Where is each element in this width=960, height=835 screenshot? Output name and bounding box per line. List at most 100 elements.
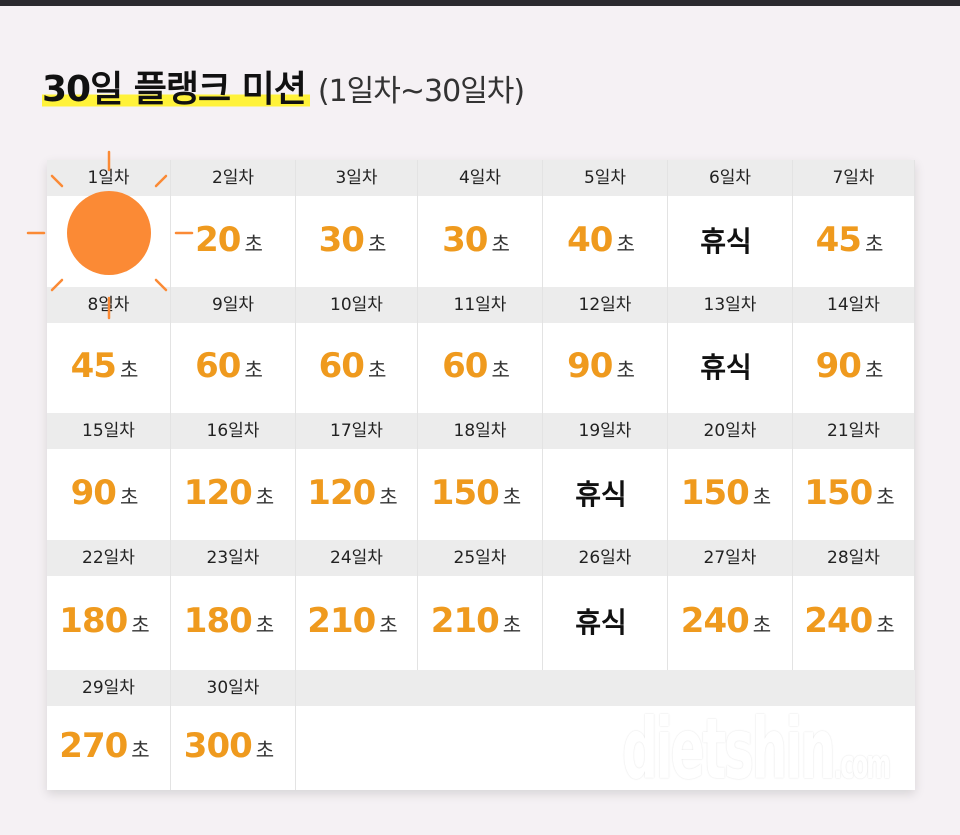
day-cell: 20일차 150 초: [668, 413, 793, 540]
day-cell: 13일차 휴식: [668, 287, 793, 413]
day-cell: 9일차 60 초: [171, 287, 296, 413]
seconds-value: 150: [804, 472, 873, 513]
title-sub: (1일차~30일차): [317, 74, 525, 109]
seconds-unit: 초: [255, 484, 275, 509]
day-label: 28일차: [827, 548, 880, 568]
seconds-unit: 초: [491, 358, 510, 382]
header-row: [47, 287, 915, 323]
day-label: 3일차: [335, 168, 378, 188]
day-cell: 15일차 90 초: [47, 413, 171, 540]
day-cell: 23일차 180 초: [171, 540, 296, 670]
seconds-value: 30: [442, 219, 488, 260]
seconds-value: 90: [567, 346, 613, 386]
day-label: 23일차: [206, 548, 260, 568]
day-label: 30일차: [206, 678, 260, 698]
day-cell: 7일차 45 초: [793, 160, 915, 287]
rest-label: 휴식: [700, 351, 752, 384]
seconds-value: 60: [442, 346, 488, 386]
day-cell: 22일차 180 초: [47, 540, 171, 670]
day-label: 11일차: [453, 295, 507, 315]
seconds-unit: 초: [864, 231, 884, 256]
seconds-value: 210: [430, 601, 500, 641]
day-label: 24일차: [330, 548, 383, 568]
day-value: 휴식: [668, 220, 784, 260]
empty-cell: [418, 670, 543, 790]
day-cell: 30일차 300 초: [171, 670, 296, 790]
plank-schedule-table: 1일차초2일차20초3일차30초4일차30초5일차40초6일차휴식7일차45초8…: [47, 160, 915, 790]
day-value: 90 초: [793, 346, 906, 386]
day-value: 120 초: [171, 473, 287, 513]
day-label: 1일차: [87, 168, 130, 188]
day-value: 270 초: [47, 726, 162, 766]
day-cell: 27일차 240 초: [668, 540, 793, 670]
day-label: 25일차: [453, 548, 507, 568]
watermark-text: dietshin: [622, 700, 836, 798]
day-label: 5일차: [583, 168, 627, 188]
day-value: 150 초: [793, 473, 906, 513]
day-value: 150 초: [668, 473, 784, 513]
seconds-value: 20: [195, 219, 241, 260]
day-label: 21일차: [827, 421, 880, 441]
seconds-unit: 초: [379, 613, 398, 637]
seconds-value: 40: [567, 219, 613, 260]
empty-cell: [296, 670, 418, 790]
seconds-value: 120: [307, 472, 376, 513]
page-title: 30일 플랭크 미션 (1일차~30일차): [42, 60, 525, 112]
seconds-value: 180: [183, 601, 253, 641]
day-value: 210 초: [418, 601, 534, 641]
day-value: 210 초: [296, 601, 409, 641]
day-label: 22일차: [82, 548, 135, 568]
seconds-value: 300: [183, 726, 253, 766]
day-label: 7일차: [832, 168, 875, 188]
day-value: 240 초: [668, 601, 784, 641]
seconds-value: 150: [680, 472, 750, 513]
day-label: 26일차: [578, 548, 632, 568]
seconds-value: 180: [59, 601, 128, 641]
day-label: 27일차: [703, 548, 757, 568]
watermark-suffix: .com: [833, 742, 891, 788]
watermark: dietshin.com: [622, 700, 891, 798]
seconds-unit: 초: [119, 358, 139, 382]
day-cell: 16일차 120 초: [171, 413, 296, 540]
day-cell: 10일차 60 초: [296, 287, 418, 413]
seconds-unit: 초: [131, 613, 150, 637]
rest-label: 휴식: [575, 606, 627, 639]
seconds-unit: 초: [876, 613, 895, 637]
seconds-value: 120: [183, 472, 253, 513]
day-value: 45 초: [47, 346, 162, 386]
day-value: 40 초: [543, 220, 659, 260]
seconds-value: 60: [318, 346, 365, 386]
day-cell: 12일차 90 초: [543, 287, 668, 413]
seconds-value: 45: [70, 346, 117, 386]
seconds-value: 240: [804, 601, 873, 641]
day-cell: 11일차 60 초: [418, 287, 543, 413]
seconds-value: 30: [318, 219, 365, 260]
seconds-value: 210: [307, 601, 376, 641]
seconds-value: 270: [59, 726, 128, 766]
header-row: [47, 413, 915, 449]
top-bar: [0, 0, 960, 6]
seconds-value: 90: [70, 472, 117, 513]
day-label: 14일차: [827, 295, 880, 315]
seconds-unit: 초: [502, 484, 522, 509]
day-label: 6일차: [708, 168, 752, 188]
day-cell: 3일차 30 초: [296, 160, 418, 287]
day-value: 60 초: [418, 346, 534, 386]
day-label: 2일차: [211, 168, 255, 188]
day-label: 19일차: [578, 421, 632, 441]
seconds-unit: 초: [616, 358, 635, 382]
day-value: 휴식: [543, 473, 659, 513]
day-value: 150 초: [418, 473, 534, 513]
day-value: 240 초: [793, 601, 906, 641]
seconds-unit: 초: [502, 613, 522, 637]
seconds-unit: 초: [379, 484, 398, 509]
seconds-value: 150: [430, 472, 500, 513]
rest-label: 휴식: [575, 477, 627, 511]
day-label: 20일차: [703, 421, 757, 441]
header-row: [47, 160, 915, 196]
rest-label: 휴식: [700, 224, 752, 258]
seconds-value: 240: [680, 601, 750, 641]
day-label: 15일차: [82, 421, 135, 441]
